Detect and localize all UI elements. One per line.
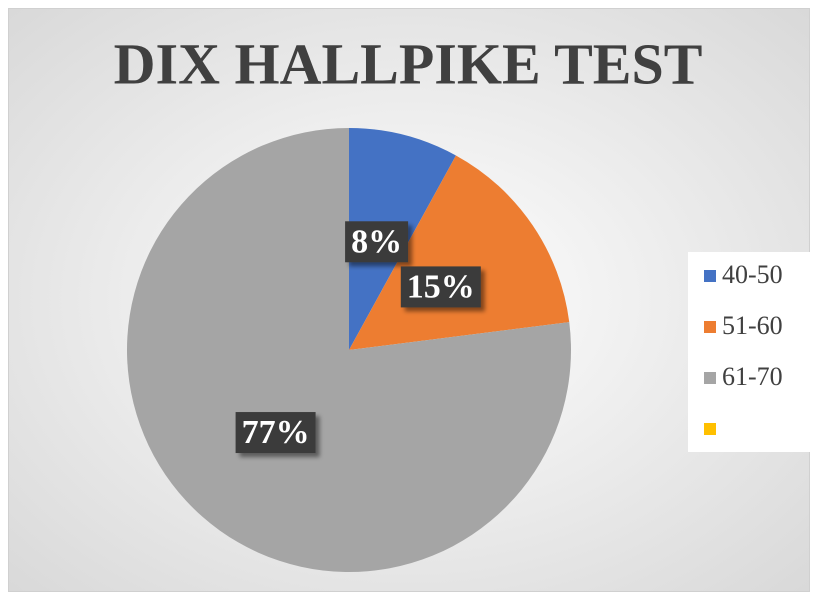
pie-slice: [127, 128, 571, 572]
legend-label: 40-50: [722, 260, 783, 289]
legend-box: [688, 252, 810, 452]
data-label: 15%: [407, 268, 475, 305]
chart-title: DIX HALLPIKE TEST: [114, 31, 703, 96]
legend-swatch: [704, 270, 716, 282]
legend-label: 51-60: [722, 311, 783, 340]
legend-swatch: [704, 372, 716, 384]
legend-swatch: [704, 321, 716, 333]
data-label: 8%: [351, 223, 402, 260]
data-label-box: [400, 266, 481, 308]
legend-label: 61-70: [722, 362, 783, 391]
legend-swatch: [704, 423, 716, 435]
data-label-box: [235, 412, 316, 454]
data-label-box: [345, 221, 409, 263]
data-label: 77%: [242, 414, 310, 451]
